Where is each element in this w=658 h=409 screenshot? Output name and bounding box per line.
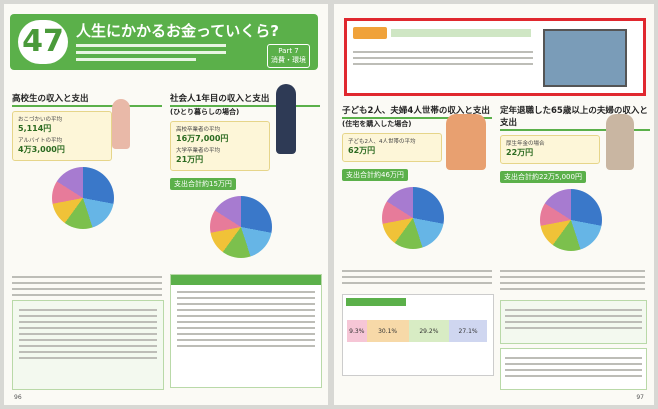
section: 高校生の収入と支出おこづかいの平均 5,114円アルバイトの平均 4万3,000円 [12, 92, 162, 229]
income-amount: 21万円 [176, 155, 204, 164]
expense-total: 支出合計約22万5,000円 [500, 171, 586, 183]
illustration [606, 114, 634, 170]
text-line [76, 58, 196, 61]
income-amount: 5,114円 [18, 124, 52, 133]
question-box [12, 300, 164, 390]
income-label: 子ども2人、4人世帯の平均 [348, 139, 416, 145]
section-title: 定年退職した65歳以上の夫婦の収入と支出 [500, 104, 650, 131]
income-box: おこづかいの平均 5,114円アルバイトの平均 4万3,000円 [12, 111, 112, 161]
table-header [171, 275, 321, 285]
section-title: 子ども2人、夫婦4人世帯の収入と支出 [342, 104, 492, 119]
bar-segment: 29.2% [408, 320, 450, 342]
body-text [342, 266, 492, 288]
income-amount: 4万3,000円 [18, 145, 65, 154]
text-line [76, 51, 226, 54]
expense-total: 支出合計約15万円 [170, 178, 236, 190]
text-line [76, 44, 226, 47]
section-title: 社会人1年目の収入と支出 [170, 92, 320, 107]
left-page: 47 人生にかかるお金っていくら? Part 7 消費・環境 高校生の収入と支出お… [4, 4, 328, 405]
income-label: 厚生年金の場合 [506, 141, 545, 147]
part-name: 消費・環境 [271, 56, 306, 64]
pie-illustration [382, 187, 444, 249]
simulation-box [344, 18, 646, 96]
illustration [446, 114, 486, 170]
expense-total: 支出合計約46万円 [342, 169, 408, 181]
page-number: 96 [14, 394, 22, 401]
illustration [276, 84, 296, 154]
income-label: 高校卒業者の平均 [176, 127, 221, 133]
body-text [500, 266, 645, 294]
section-subtitle: (ひとり暮らしの場合) [170, 108, 240, 116]
income-box: 子ども2人、4人世帯の平均 62万円 [342, 133, 442, 162]
section-subtitle: (住宅を購入した場合) [342, 120, 412, 128]
box-title [391, 29, 531, 37]
table [170, 274, 322, 388]
income-amount: 22万円 [506, 148, 534, 157]
income-box: 厚生年金の場合 22万円 [500, 135, 600, 164]
right-page: 子ども2人、夫婦4人世帯の収入と支出 (住宅を購入した場合) 子ども2人、4人世帯の… [334, 4, 654, 405]
section: 子ども2人、夫婦4人世帯の収入と支出 (住宅を購入した場合) 子ども2人、4人世帯の… [342, 104, 492, 249]
section: 定年退職した65歳以上の夫婦の収入と支出 厚生年金の場合 22万円 支出合計約22万5… [500, 104, 650, 251]
bar-segment: 27.1% [449, 320, 487, 342]
section-title: 高校生の収入と支出 [12, 92, 162, 107]
badge [353, 27, 387, 39]
screenshot-image [543, 29, 627, 87]
header: 47 人生にかかるお金っていくら? Part 7 消費・環境 [10, 14, 318, 70]
part: Part 7 [278, 47, 299, 55]
income-amount: 62万円 [348, 146, 376, 155]
box-text [353, 47, 533, 69]
page-number: 97 [636, 394, 644, 401]
chapter-number: 47 [18, 20, 68, 64]
income-label: 大学卒業者の平均 [176, 148, 221, 154]
income-label: おこづかいの平均 [18, 117, 63, 123]
illustration [112, 99, 130, 149]
note-box [500, 300, 647, 344]
chart-box: 9.3% 30.1% 29.2% 27.1% [342, 294, 494, 376]
section: 社会人1年目の収入と支出 (ひとり暮らしの場合) 高校卒業者の平均 16万7,000円… [170, 92, 320, 258]
page-title: 人生にかかるお金っていくら? [76, 22, 279, 40]
pie-illustration [210, 196, 272, 258]
pie-illustration [52, 167, 114, 229]
pie-illustration [540, 189, 602, 251]
body-text [12, 272, 162, 300]
note-box [500, 348, 647, 390]
income-amount: 16万7,000円 [176, 134, 229, 143]
income-box: 高校卒業者の平均 16万7,000円 大学卒業者の平均 21万円 [170, 121, 270, 171]
chart-title [346, 298, 406, 306]
bar-segment: 30.1% [366, 320, 409, 342]
percent-bar: 9.3% 30.1% 29.2% 27.1% [347, 320, 487, 342]
income-label: アルバイトの平均 [18, 138, 62, 144]
part-badge: Part 7 消費・環境 [267, 44, 310, 68]
bar-segment: 9.3% [347, 320, 367, 342]
